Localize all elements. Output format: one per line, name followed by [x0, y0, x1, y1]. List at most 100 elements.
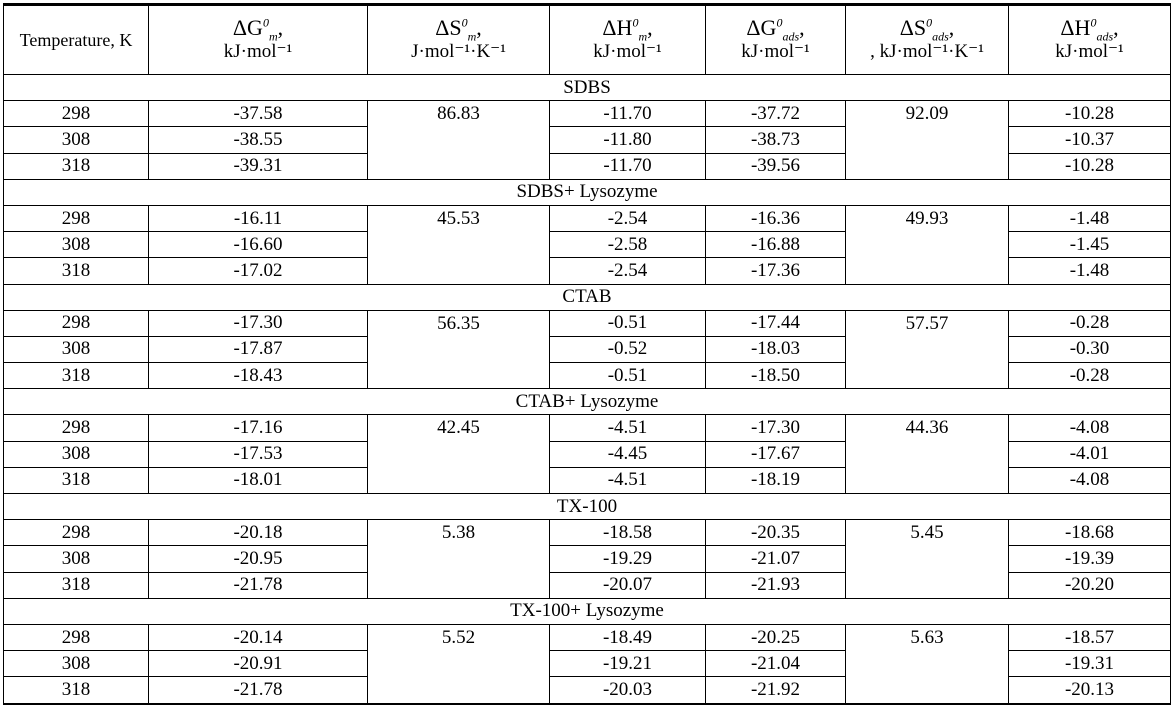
- header-unit: , kJ·mol⁻¹·K⁻¹: [870, 41, 984, 62]
- table-cell: 5.63: [845, 623, 1009, 651]
- header-symbol: ΔG0m,: [232, 15, 284, 44]
- table-cell: -11.80: [549, 126, 706, 154]
- table-cell: [845, 362, 1009, 390]
- header-symbol: ΔS0ads,: [899, 15, 955, 44]
- table-cell: 308: [3, 440, 149, 468]
- table-row: 308 -17.87 -0.52 -18.03 -0.30: [3, 335, 1171, 364]
- table-cell: -37.72: [705, 100, 846, 128]
- table-cell: 5.38: [367, 519, 550, 546]
- table-cell: -19.39: [1008, 545, 1171, 573]
- table-cell: [845, 650, 1009, 677]
- table-cell: -20.14: [148, 623, 368, 652]
- table-cell: -0.28: [1008, 362, 1171, 390]
- table-cell: -18.57: [1008, 623, 1171, 652]
- table-body: SDBS 298 -37.58 86.83 -11.70 -37.72 92.09 -10.2…: [3, 73, 1171, 704]
- table-row: 318 -21.78 -20.07 -21.93 -20.20: [3, 571, 1171, 599]
- table-cell: -18.43: [148, 362, 368, 390]
- table-cell: -4.08: [1008, 466, 1171, 495]
- table-cell: -0.51: [549, 362, 706, 390]
- table-cell: 44.36: [845, 414, 1009, 442]
- table-cell: -38.73: [705, 126, 846, 154]
- header-col-5: ΔH0ads, kJ·mol⁻¹: [1008, 4, 1171, 75]
- table-cell: -16.11: [148, 204, 368, 233]
- table-cell: 318: [3, 466, 149, 495]
- table-cell: -20.13: [1008, 676, 1171, 704]
- table-cell: -18.50: [705, 362, 846, 390]
- table-cell: -4.08: [1008, 414, 1171, 442]
- thermodynamic-parameters-table: Temperature, K ΔG0m, kJ·mol⁻¹ ΔS0m, J·mol⁻¹…: [3, 3, 1171, 705]
- table-row: 298 -17.16 42.45 -4.51 -17.30 44.36 -4.08: [3, 414, 1171, 442]
- group-label: SDBS+ Lysozyme: [3, 178, 1171, 206]
- table-cell: 308: [3, 335, 149, 364]
- table-cell: 318: [3, 676, 149, 704]
- table-cell: -18.58: [549, 519, 706, 547]
- table-row: 318 -18.43 -0.51 -18.50 -0.28: [3, 362, 1171, 390]
- header-symbol: ΔH0m,: [602, 15, 653, 44]
- table-cell: -2.54: [549, 257, 706, 285]
- table-cell: -16.36: [705, 204, 846, 233]
- table-cell: -1.48: [1008, 257, 1171, 285]
- table-cell: -18.01: [148, 466, 368, 495]
- table-cell: -4.01: [1008, 440, 1171, 468]
- table-cell: [845, 257, 1009, 285]
- table-cell: 49.93: [845, 204, 1009, 232]
- table-cell: 318: [3, 152, 149, 180]
- group-label: CTAB+ Lysozyme: [3, 388, 1171, 416]
- table-cell: -21.07: [705, 545, 846, 573]
- table-cell: 298: [3, 204, 149, 233]
- table-cell: -19.21: [549, 650, 706, 678]
- table-cell: -17.67: [705, 440, 846, 468]
- table-cell: -17.53: [148, 440, 368, 468]
- table-cell: 308: [3, 126, 149, 154]
- table-cell: -10.37: [1008, 126, 1171, 154]
- table-row: 318 -18.01 -4.51 -18.19 -4.08: [3, 466, 1171, 495]
- table-cell: -17.16: [148, 414, 368, 442]
- table-cell: 298: [3, 623, 149, 652]
- table-cell: -4.51: [549, 466, 706, 495]
- table-row: 298 -16.11 45.53 -2.54 -16.36 49.93 -1.48: [3, 204, 1171, 233]
- table-cell: -18.03: [705, 335, 846, 364]
- table-cell: -18.68: [1008, 519, 1171, 547]
- table-cell: 45.53: [367, 204, 550, 232]
- table-cell: [367, 336, 550, 363]
- table-cell: [367, 441, 550, 468]
- table-cell: -18.19: [705, 466, 846, 495]
- table-row: 318 -21.78 -20.03 -21.92 -20.13: [3, 676, 1171, 704]
- group-header-row: CTAB+ Lysozyme: [3, 388, 1171, 416]
- table-cell: 56.35: [367, 309, 550, 337]
- header-col-3: ΔG0ads, kJ·mol⁻¹: [705, 4, 846, 75]
- table-cell: [845, 572, 1009, 599]
- table-cell: -4.51: [549, 414, 706, 442]
- header-unit: J·mol⁻¹·K⁻¹: [411, 41, 506, 62]
- table-cell: -1.48: [1008, 204, 1171, 233]
- table-row: 308 -20.91 -19.21 -21.04 -19.31: [3, 650, 1171, 678]
- table-row: 298 -20.18 5.38 -18.58 -20.35 5.45 -18.68: [3, 519, 1171, 547]
- table-cell: [367, 257, 550, 285]
- table-row: 308 -38.55 -11.80 -38.73 -10.37: [3, 126, 1171, 154]
- table-cell: -39.31: [148, 152, 368, 180]
- table-cell: -4.45: [549, 440, 706, 468]
- table-cell: -17.87: [148, 335, 368, 364]
- table-cell: 298: [3, 414, 149, 442]
- table-cell: [367, 650, 550, 677]
- table-cell: -20.18: [148, 519, 368, 547]
- table-cell: [845, 676, 1009, 704]
- table-cell: [845, 231, 1009, 258]
- header-col-2: ΔH0m, kJ·mol⁻¹: [549, 4, 706, 75]
- table-cell: 308: [3, 545, 149, 573]
- header-unit: kJ·mol⁻¹: [593, 41, 662, 62]
- table-cell: [845, 545, 1009, 573]
- table-cell: -0.30: [1008, 335, 1171, 364]
- table-cell: -21.78: [148, 676, 368, 704]
- header-unit: kJ·mol⁻¹: [223, 41, 293, 62]
- table-cell: -0.52: [549, 335, 706, 364]
- table-row: 318 -39.31 -11.70 -39.56 -10.28: [3, 152, 1171, 180]
- table-cell: -10.28: [1008, 152, 1171, 180]
- table-cell: -37.58: [148, 100, 368, 128]
- header-col-1: ΔS0m, J·mol⁻¹·K⁻¹: [367, 4, 550, 75]
- table-cell: -20.25: [705, 623, 846, 652]
- header-unit: kJ·mol⁻¹: [741, 41, 810, 62]
- table-cell: -2.58: [549, 231, 706, 259]
- table-cell: -11.70: [549, 152, 706, 180]
- table-cell: -20.35: [705, 519, 846, 547]
